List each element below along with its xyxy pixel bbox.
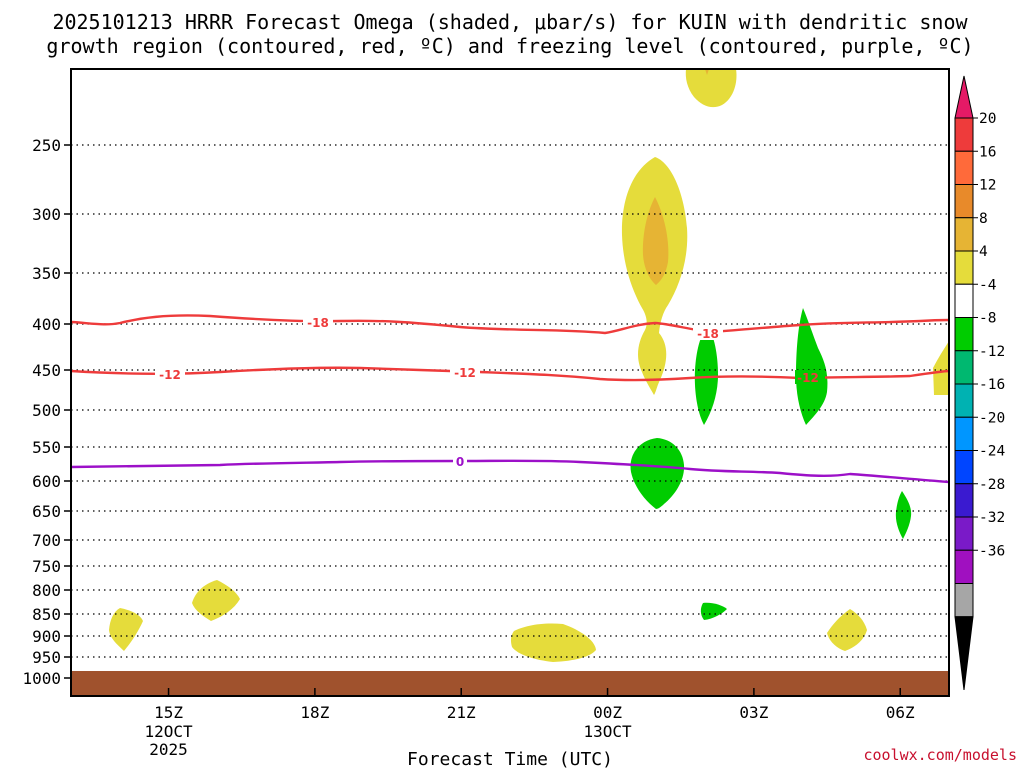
colorbar-cell	[954, 450, 974, 485]
y-tick-label: 750	[32, 557, 61, 576]
contour-label-minus12: -12	[797, 371, 819, 385]
contour-label-bg	[303, 315, 333, 329]
y-axis-labels: 250 300 350 400 450 500 550 600 650 700 …	[22, 136, 61, 688]
omega-region	[700, 602, 727, 620]
colorbar-label: -16	[979, 377, 1005, 393]
contours	[70, 314, 950, 484]
colorbar-cell	[954, 350, 974, 385]
contour-label-minus18: -18	[307, 316, 329, 330]
colorbar-cell	[954, 250, 974, 285]
omega-region	[895, 491, 912, 539]
x-tick-date: 13OCT	[583, 722, 632, 741]
colorbar-label: -36	[979, 543, 1005, 559]
chart-title-line1: 2025101213 HRRR Forecast Omega (shaded, …	[52, 10, 968, 34]
colorbar-label: 20	[979, 111, 996, 127]
contour-label-bg	[453, 455, 467, 469]
credit-text: coolwx.com/models	[863, 746, 1017, 764]
colorbar-cell	[954, 317, 974, 352]
colorbar-label: -32	[979, 510, 1005, 526]
x-axis-label: Forecast Time (UTC)	[407, 749, 613, 768]
contour-label-minus12: -12	[159, 368, 181, 382]
colorbar-label: 8	[979, 211, 988, 227]
omega-region	[933, 341, 949, 395]
omega-region	[630, 438, 685, 509]
x-tick-label: 06Z	[886, 703, 915, 722]
omega-region	[705, 69, 709, 75]
surface-ground	[71, 671, 949, 696]
omega-region	[510, 623, 596, 662]
colorbar-cell	[954, 117, 974, 152]
colorbar-label: -24	[979, 444, 1005, 460]
y-tick-label: 1000	[22, 669, 61, 688]
y-tick-label: 600	[32, 472, 61, 491]
colorbar-label: 16	[979, 144, 996, 160]
y-tick-label: 350	[32, 264, 61, 283]
omega-region	[796, 308, 828, 425]
contour-label-bg	[450, 365, 480, 379]
contour-label-bg	[155, 367, 185, 381]
colorbar-cell	[954, 217, 974, 252]
colorbar-cell	[954, 516, 974, 551]
colorbar-label: -12	[979, 344, 1005, 360]
colorbar-label: -4	[979, 277, 997, 293]
y-tick-label: 400	[32, 315, 61, 334]
x-tick-label: 03Z	[739, 703, 768, 722]
colorbar-cell	[954, 549, 974, 584]
contour-label-minus12: -12	[454, 366, 476, 380]
x-tick-label: 18Z	[300, 703, 329, 722]
contour-label-minus18: -18	[697, 327, 719, 341]
y-axis	[64, 144, 71, 679]
colorbar-cell	[954, 583, 974, 618]
y-tick-label: 550	[32, 438, 61, 457]
colorbar-cell	[954, 416, 974, 451]
y-tick-label: 250	[32, 136, 61, 155]
colorbar-cell	[954, 150, 974, 185]
omega-region	[642, 197, 669, 285]
x-tick-label: 21Z	[447, 703, 476, 722]
y-tick-label: 900	[32, 627, 61, 646]
contour-label-bg	[693, 326, 723, 340]
y-tick-label: 850	[32, 605, 61, 624]
y-tick-label: 650	[32, 502, 61, 521]
colorbar-label: -8	[979, 311, 996, 327]
colorbar: 20 16 12 8 4 -4 -8 -12 -16 -20 -24 -28 -32 -36	[954, 75, 1005, 691]
colorbar-cell	[954, 383, 974, 418]
colorbar-label: -20	[979, 410, 1005, 426]
contour-minus12	[70, 366, 950, 382]
plot-frame	[70, 68, 950, 697]
contour-minus18	[70, 314, 950, 335]
contour-freezing	[70, 459, 950, 484]
y-tick-label: 500	[32, 401, 61, 420]
contour-label-bg	[795, 370, 825, 384]
colorbar-cell	[954, 184, 974, 219]
x-tick-label: 15Z	[154, 703, 183, 722]
contour-label-freezing: 0	[456, 455, 464, 469]
omega-region	[685, 69, 737, 108]
y-tick-label: 450	[32, 361, 61, 380]
colorbar-cell	[954, 483, 974, 518]
x-tick-label: 00Z	[593, 703, 622, 722]
colorbar-top-arrow	[954, 75, 974, 119]
y-tick-label: 950	[32, 648, 61, 667]
colorbar-label: 12	[979, 178, 996, 194]
omega-region	[109, 608, 143, 651]
x-tick-year: 2025	[149, 740, 188, 759]
chart-title-line2: growth region (contoured, red, ºC) and f…	[46, 34, 973, 58]
y-tick-label: 300	[32, 205, 61, 224]
contour-labels: -18 -18 -12 -12 -12 0	[155, 315, 825, 469]
colorbar-label: -28	[979, 477, 1005, 493]
plot-area: -18 -18 -12 -12 -12 0	[70, 68, 950, 697]
y-tick-label: 700	[32, 531, 61, 550]
y-tick-label: 800	[32, 581, 61, 600]
omega-region	[827, 609, 867, 651]
colorbar-bottom-arrow	[954, 616, 974, 691]
colorbar-cell	[954, 283, 974, 318]
x-tick-date: 12OCT	[144, 722, 193, 741]
colorbar-label: 4	[979, 244, 988, 260]
